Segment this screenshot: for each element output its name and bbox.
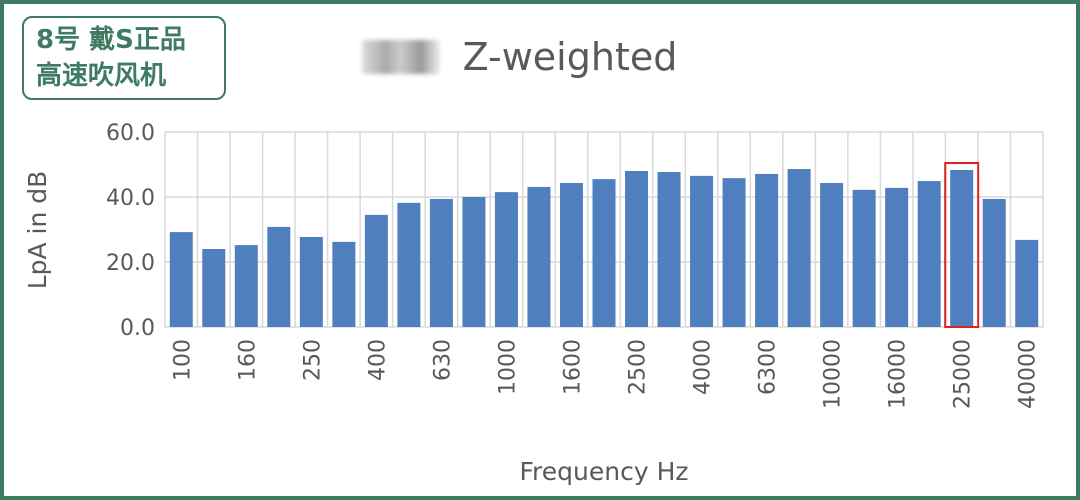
bar-8000 xyxy=(787,169,811,327)
x-tick-label: 100 xyxy=(170,339,195,381)
bar-315 xyxy=(332,241,356,327)
x-tick-label: 6300 xyxy=(756,339,781,395)
bar-100 xyxy=(169,232,193,327)
x-tick-label: 16000 xyxy=(886,339,911,409)
y-axis-title: LpA in dB xyxy=(23,171,52,290)
y-tick-label: 20.0 xyxy=(106,251,155,276)
y-tick-label: 0.0 xyxy=(120,316,155,341)
bar-40000 xyxy=(1015,239,1039,327)
bar-1000 xyxy=(494,192,518,327)
badge-line-1: 8号 戴S正品 xyxy=(36,25,186,55)
x-tick-label: 250 xyxy=(300,339,325,381)
x-tick-label: 4000 xyxy=(691,339,716,395)
bar-3150 xyxy=(657,171,681,327)
x-tick-label: 160 xyxy=(235,339,260,381)
product-badge: 8号 戴S正品 高速吹风机 xyxy=(22,16,226,100)
bar-125 xyxy=(202,249,226,327)
x-tick-label: 2500 xyxy=(626,339,651,395)
x-tick-label: 10000 xyxy=(821,339,846,409)
bar-630 xyxy=(429,198,453,327)
x-tick-label: 40000 xyxy=(1016,339,1041,409)
chart-title: Z-weighted xyxy=(463,35,678,79)
bar-25000 xyxy=(950,170,974,327)
bar-500 xyxy=(397,202,421,327)
bar-16000 xyxy=(885,187,909,327)
bar-160 xyxy=(234,245,258,327)
bar-10000 xyxy=(820,183,844,327)
bar-6300 xyxy=(755,173,779,327)
blurred-title-prefix xyxy=(362,40,440,74)
bar-20000 xyxy=(917,181,941,327)
bar-250 xyxy=(299,236,323,327)
badge-line-2: 高速吹风机 xyxy=(36,61,167,91)
bar-400 xyxy=(364,214,388,327)
x-tick-label: 1000 xyxy=(495,339,520,395)
x-tick-label: 25000 xyxy=(951,339,976,409)
bar-800 xyxy=(462,197,486,327)
bar-200 xyxy=(267,226,291,327)
bar-2500 xyxy=(625,171,649,327)
bar-1600 xyxy=(559,183,583,327)
bar-4000 xyxy=(690,175,714,327)
x-tick-label: 630 xyxy=(430,339,455,381)
bar-1250 xyxy=(527,186,551,327)
x-tick-label: 400 xyxy=(365,339,390,381)
bar-31500 xyxy=(982,198,1006,327)
x-tick-label: 1600 xyxy=(560,339,585,395)
bar-2000 xyxy=(592,179,616,327)
y-tick-label: 40.0 xyxy=(106,186,155,211)
x-axis-title: Frequency Hz xyxy=(519,457,688,486)
bar-12500 xyxy=(852,189,876,327)
bar-5000 xyxy=(722,178,746,327)
highlight-box xyxy=(944,162,980,328)
y-tick-label: 60.0 xyxy=(106,121,155,146)
